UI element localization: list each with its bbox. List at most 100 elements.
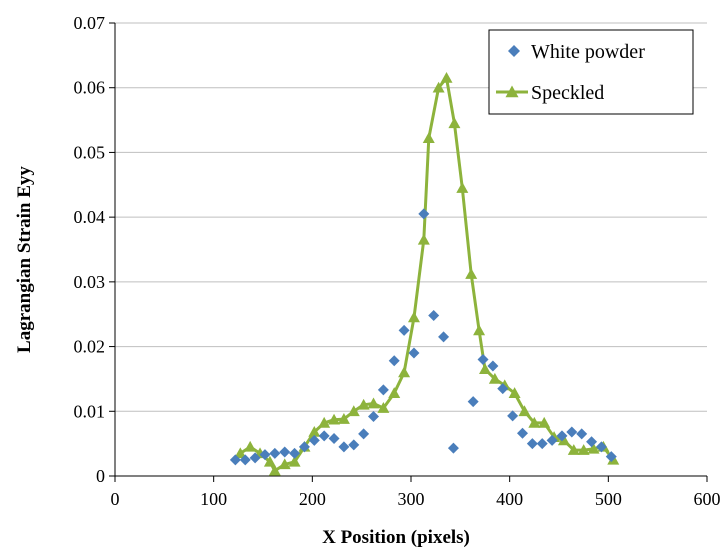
white-powder-point [408, 347, 420, 359]
white-powder-point [576, 428, 588, 440]
x-tick-label: 300 [398, 489, 425, 509]
y-tick-label: 0.02 [74, 337, 106, 357]
white-powder-point [388, 355, 400, 367]
legend-entry-speckled: Speckled [496, 82, 604, 104]
tick-labels: 0 0.01 0.02 0.03 0.04 0.05 0.06 0.07 0 100 200 300 4… [74, 13, 721, 509]
white-powder-point [536, 438, 548, 450]
white-powder-point [298, 441, 310, 453]
white-powder-point [418, 208, 430, 220]
white-powder-point [526, 438, 538, 450]
speckled-point [432, 81, 445, 93]
speckled-point [263, 455, 276, 467]
white-powder-point [348, 439, 360, 451]
y-tick-label: 0.04 [74, 207, 106, 227]
speckled-point [422, 132, 435, 143]
white-powder-point [586, 436, 598, 448]
white-powder-point [507, 410, 519, 422]
speckled-point [347, 405, 360, 417]
white-powder-point [595, 441, 607, 453]
speckled-point [488, 372, 501, 384]
white-powder-point [308, 434, 320, 446]
y-tick-label: 0.05 [74, 142, 106, 162]
speckled-point [367, 397, 380, 409]
white-powder-point [279, 446, 291, 458]
white-powder-point [477, 354, 489, 366]
speckled-point [538, 416, 551, 428]
white-powder-point [239, 454, 251, 466]
x-axis-title: X Position (pixels) [322, 527, 470, 548]
y-axis-title: Lagrangian Strain Eyy [14, 166, 35, 353]
legend-label-speckled: Speckled [531, 82, 604, 104]
white-powder-point [338, 441, 350, 453]
speckled-point [518, 405, 531, 417]
speckled-point [308, 425, 321, 437]
white-powder-point [605, 451, 617, 463]
speckled-point [508, 387, 521, 398]
speckled-point [328, 413, 341, 425]
speckled-point [440, 72, 453, 83]
speckled-point [567, 444, 580, 455]
speckled-point [278, 458, 291, 470]
speckled-point [244, 440, 257, 452]
white-powder-point [229, 454, 241, 466]
x-tick-label: 600 [694, 489, 721, 509]
speckled-point [234, 447, 247, 459]
x-tick-label: 200 [299, 489, 326, 509]
white-powder-point [269, 447, 281, 459]
white-powder-point [358, 428, 370, 440]
speckled-point [448, 117, 461, 129]
white-powder-point [249, 452, 261, 464]
speckled-point [318, 416, 331, 428]
white-powder-point [289, 447, 301, 459]
white-powder-point [368, 410, 380, 422]
y-tick-label: 0.03 [74, 272, 106, 292]
speckled-point [288, 455, 301, 467]
legend-marker-triangle [505, 85, 519, 98]
x-tick-label: 400 [496, 489, 523, 509]
data-series [229, 72, 620, 476]
legend-marker-diamond [508, 45, 520, 57]
speckled-point [357, 398, 370, 410]
white-powder-point [467, 396, 479, 408]
white-powder-point [546, 434, 558, 446]
x-tick-label: 100 [200, 489, 227, 509]
speckled-point [388, 387, 401, 398]
white-powder-point [428, 310, 440, 322]
y-tick-label: 0.06 [74, 78, 106, 98]
speckled-point [417, 233, 430, 245]
white-powder-point [497, 383, 509, 395]
speckled-point [528, 416, 541, 428]
speckled-point [577, 444, 590, 455]
y-tick-label: 0 [96, 466, 105, 486]
legend: White powder Speckled [488, 29, 694, 115]
white-powder-point [556, 430, 568, 442]
legend-box [488, 29, 694, 115]
white-powder-point [447, 442, 459, 454]
speckled-point [398, 366, 411, 378]
speckled-point [587, 442, 600, 454]
white-powder-point [566, 426, 578, 438]
grid-lines [115, 22, 707, 412]
white-powder-point [328, 432, 340, 444]
speckled-point [465, 268, 478, 279]
legend-entry-white-powder: White powder [508, 41, 645, 63]
white-powder-point [487, 360, 499, 372]
y-tick-label: 0.07 [74, 13, 106, 33]
x-tick-label: 500 [595, 489, 622, 509]
white-powder-point [398, 324, 410, 336]
white-powder-point [377, 384, 389, 396]
speckled-point [377, 402, 390, 413]
axes [109, 22, 708, 482]
speckled-point [479, 363, 491, 375]
legend-label-white-powder: White powder [531, 41, 645, 63]
white-powder-point [318, 430, 330, 442]
speckled-point [456, 182, 469, 193]
x-tick-label: 0 [111, 489, 120, 509]
speckled-point [407, 311, 420, 323]
speckled-point [268, 464, 281, 476]
white-powder-point [438, 331, 450, 343]
speckled-point [473, 324, 486, 336]
y-tick-label: 0.01 [74, 401, 106, 421]
white-powder-point [516, 427, 528, 439]
